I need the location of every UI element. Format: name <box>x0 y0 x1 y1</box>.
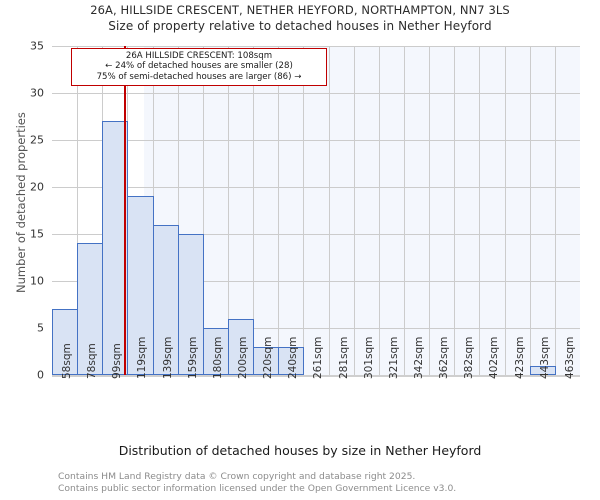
annotation-line-1: 26A HILLSIDE CRESCENT: 108sqm <box>125 51 273 61</box>
gridline-vertical <box>555 46 556 375</box>
y-axis-tick-label: 0 <box>37 368 44 382</box>
x-axis-tick-label: 402sqm <box>488 336 500 379</box>
gridline-vertical <box>178 46 179 375</box>
gridline-vertical <box>404 46 405 375</box>
annotation-line-2: ← 24% of detached houses are smaller (28… <box>105 61 293 72</box>
plot-area <box>52 46 580 375</box>
histogram-bar <box>278 346 304 375</box>
x-axis-tick-label: 301sqm <box>363 336 375 379</box>
property-marker-line <box>123 46 126 375</box>
footer-line-2: Contains public sector information licen… <box>58 483 457 495</box>
x-axis-tick-label: 321sqm <box>388 336 400 379</box>
x-axis-tick-label: 281sqm <box>338 336 350 379</box>
gridline-horizontal <box>52 187 580 188</box>
gridline-vertical <box>354 46 355 375</box>
gridline-horizontal <box>52 234 580 235</box>
footer-attribution: Contains HM Land Registry data © Crown c… <box>58 471 456 495</box>
gridline-vertical <box>429 46 430 375</box>
x-axis-tick-label: 78sqm <box>86 343 98 379</box>
x-axis-tick-label: 443sqm <box>539 336 551 379</box>
gridline-horizontal <box>52 328 580 329</box>
histogram-bar <box>203 328 229 375</box>
y-axis-label: Number of detached properties <box>14 111 28 293</box>
x-axis-tick-label: 220sqm <box>262 336 274 379</box>
footer-line-1: Contains HM Land Registry data © Crown c… <box>58 471 416 482</box>
gridline-vertical <box>278 46 279 375</box>
x-axis-line <box>52 375 580 377</box>
x-axis-tick-label: 119sqm <box>136 336 148 379</box>
gridline-vertical <box>505 46 506 375</box>
y-axis-tick-label: 25 <box>30 133 44 147</box>
histogram-bar <box>530 365 556 375</box>
x-axis-tick-label: 463sqm <box>564 336 576 379</box>
x-axis-tick-label: 200sqm <box>237 336 249 379</box>
y-axis-tick-label: 30 <box>30 86 44 100</box>
gridline-vertical <box>253 46 254 375</box>
chart-subtitle: Size of property relative to detached ho… <box>108 19 492 33</box>
x-axis-tick-label: 362sqm <box>438 336 450 379</box>
x-axis-tick-label: 342sqm <box>413 336 425 379</box>
histogram-bar <box>228 318 254 375</box>
gridline-vertical <box>329 46 330 375</box>
gridline-horizontal <box>52 93 580 94</box>
y-axis-tick-label: 15 <box>30 227 44 241</box>
x-axis-tick-label: 180sqm <box>212 336 224 379</box>
x-axis-tick-label: 99sqm <box>111 343 123 379</box>
gridline-vertical <box>203 46 204 375</box>
gridline-vertical <box>454 46 455 375</box>
x-axis-label: Distribution of detached houses by size … <box>118 443 482 458</box>
x-axis-tick-label: 261sqm <box>312 336 324 379</box>
x-axis-tick-label: 240sqm <box>287 336 299 379</box>
y-axis-tick-label: 10 <box>30 274 44 288</box>
gridline-horizontal <box>52 46 580 47</box>
gridline-horizontal <box>52 140 580 141</box>
histogram-bar <box>178 234 204 375</box>
gridline-vertical <box>77 46 78 375</box>
gridline-vertical <box>479 46 480 375</box>
x-axis-tick-label: 382sqm <box>463 336 475 379</box>
y-axis-tick-label: 35 <box>30 39 44 53</box>
page-title: 26A, HILLSIDE CRESCENT, NETHER HEYFORD, … <box>90 3 510 17</box>
annotation-line-3: 75% of semi-detached houses are larger (… <box>96 71 302 82</box>
y-axis-tick-label: 5 <box>37 321 44 335</box>
x-axis-tick-label: 159sqm <box>187 336 199 379</box>
histogram-bar <box>77 243 103 375</box>
annotation-box: 26A HILLSIDE CRESCENT: 108sqm ← 24% of d… <box>71 48 327 87</box>
y-axis-tick-label: 20 <box>30 180 44 194</box>
x-axis-tick-label: 139sqm <box>162 336 174 379</box>
x-axis-tick-label: 423sqm <box>514 336 526 379</box>
gridline-vertical <box>530 46 531 375</box>
gridline-vertical <box>228 46 229 375</box>
gridline-vertical <box>379 46 380 375</box>
gridline-horizontal <box>52 281 580 282</box>
gridline-vertical <box>303 46 304 375</box>
x-axis-tick-label: 58sqm <box>61 343 73 379</box>
